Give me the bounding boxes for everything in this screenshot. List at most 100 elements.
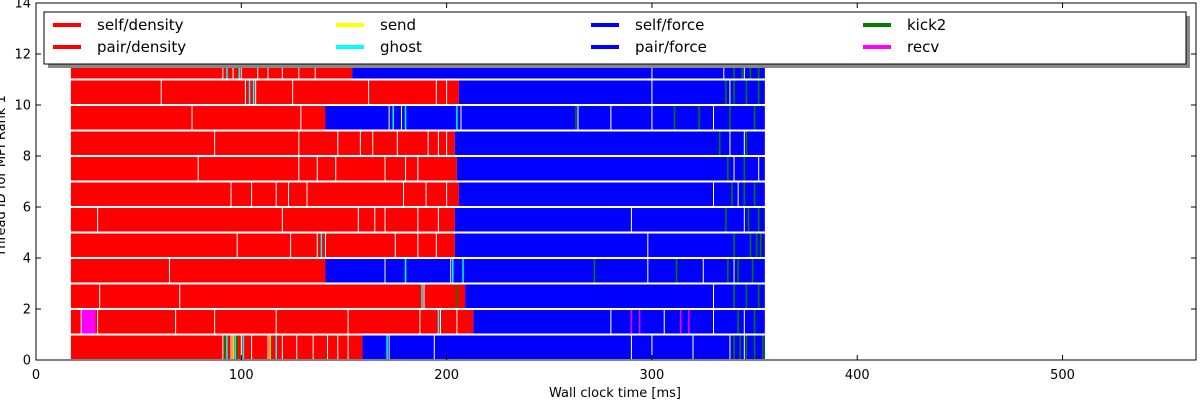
task-divider [316, 233, 318, 257]
task-divider [168, 259, 170, 283]
force-task-bar [473, 310, 765, 334]
force-task-bar [325, 106, 765, 130]
task-divider [337, 335, 339, 359]
y-tick-label: 10 [14, 99, 31, 114]
task-divider [446, 80, 448, 104]
force-task-bar [454, 233, 765, 257]
x-tick-label: 0 [32, 368, 40, 383]
kick2-task-mark [762, 335, 764, 359]
recv-task-mark [679, 310, 682, 334]
task-divider [743, 335, 745, 359]
force-task-bar [325, 259, 765, 283]
thread-row-10 [70, 80, 765, 104]
task-divider [651, 335, 653, 359]
task-divider [425, 182, 427, 206]
task-divider [97, 208, 99, 232]
force-task-bar [454, 208, 765, 232]
kick2-task-mark [753, 106, 756, 130]
kick2-task-mark [753, 310, 756, 334]
kick2-task-mark [725, 80, 727, 104]
task-divider [758, 157, 760, 181]
send-task-mark [232, 335, 234, 359]
task-divider [236, 233, 238, 257]
task-divider [651, 80, 653, 104]
task-divider [405, 157, 407, 181]
task-divider [733, 259, 735, 283]
ghost-task-mark [275, 335, 277, 359]
kick2-task-mark [725, 208, 727, 232]
task-divider [743, 131, 745, 155]
kick2-task-mark [733, 80, 735, 104]
ghost-task-mark [252, 80, 255, 104]
force-task-bar [458, 80, 765, 104]
legend-label: pair/density [97, 38, 186, 56]
kick2-task-mark [733, 233, 735, 257]
task-divider [423, 284, 425, 308]
thread-row-8 [70, 131, 765, 155]
task-divider [437, 208, 439, 232]
task-divider [437, 131, 439, 155]
task-divider [729, 80, 731, 104]
density-task-bar [70, 182, 459, 206]
task-divider [663, 310, 665, 334]
task-divider [179, 284, 181, 308]
legend-item: ghost [336, 38, 422, 56]
kick2-task-mark [733, 284, 735, 308]
kick2-task-mark [751, 259, 754, 283]
force-task-bar [465, 284, 765, 308]
kick2-task-mark [753, 182, 756, 206]
legend-item: recv [863, 38, 939, 56]
kick2-task-mark [673, 106, 676, 130]
thread-row-0 [70, 335, 765, 359]
kick2-task-mark [733, 335, 735, 359]
ghost-task-mark [456, 106, 458, 130]
task-divider [337, 131, 339, 155]
task-divider [435, 80, 437, 104]
task-divider [713, 284, 715, 308]
task-divider [388, 106, 390, 130]
density-task-bar [70, 157, 457, 181]
kick2-task-mark [727, 259, 729, 283]
force-task-bar [362, 335, 765, 359]
thread-row-5 [70, 208, 765, 232]
recv-task-mark [638, 310, 641, 334]
task-divider [275, 310, 277, 334]
density-task-bar [70, 106, 326, 130]
task-divider [439, 310, 441, 334]
task-divider [292, 80, 294, 104]
kick2-task-mark [755, 233, 758, 257]
legend-item: kick2 [863, 16, 946, 34]
task-divider [374, 208, 376, 232]
x-tick-label: 300 [640, 368, 665, 383]
kick2-task-mark [743, 182, 746, 206]
task-divider [400, 106, 402, 130]
task-divider [729, 131, 731, 155]
task-divider [729, 335, 731, 359]
x-tick-label: 200 [434, 368, 459, 383]
y-tick-label: 8 [23, 150, 31, 165]
task-divider [577, 106, 579, 130]
x-tick-label: 500 [1050, 368, 1075, 383]
y-tick-label: 0 [23, 354, 31, 369]
ghost-task-mark [320, 233, 323, 257]
task-divider [288, 182, 290, 206]
kick2-task-mark [743, 157, 746, 181]
density-task-bar [70, 284, 466, 308]
kick2-task-mark [236, 335, 238, 359]
task-divider [160, 80, 162, 104]
task-divider [359, 131, 361, 155]
legend-label: self/force [635, 16, 704, 34]
kick2-task-mark [745, 335, 748, 359]
task-divider [743, 208, 745, 232]
task-divider [281, 208, 283, 232]
thread-bars [70, 55, 765, 359]
task-divider [281, 335, 283, 359]
kick2-task-mark [727, 157, 729, 181]
task-divider [630, 208, 632, 232]
ghost-task-mark [226, 335, 228, 359]
kick2-task-mark [745, 284, 748, 308]
recv-task-mark [630, 310, 633, 334]
force-task-bar [458, 182, 765, 206]
recv-task-mark [688, 310, 690, 334]
